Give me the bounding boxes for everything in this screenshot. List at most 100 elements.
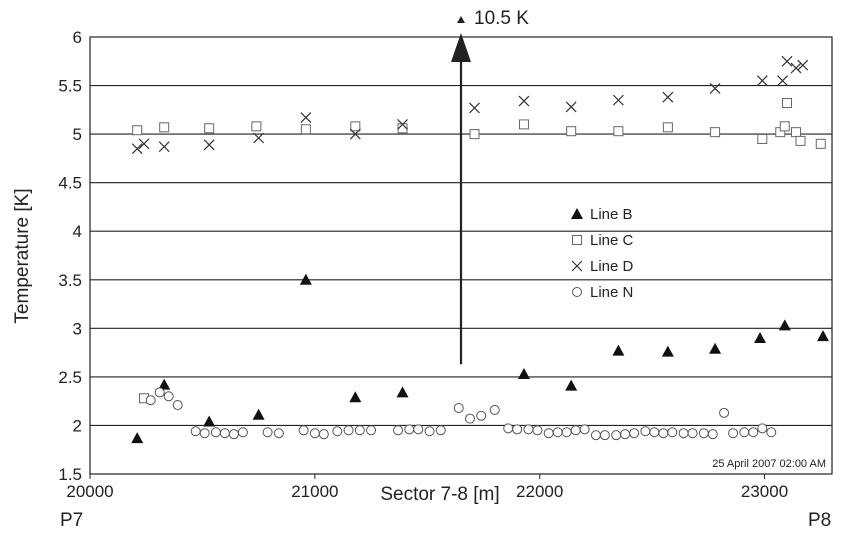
line-n-point [199, 428, 210, 439]
line-n-point [532, 425, 543, 436]
line-n-point [318, 429, 329, 440]
line-b-point [517, 367, 530, 379]
line-d-point [565, 101, 577, 113]
line-c-point [204, 123, 215, 134]
line-n-point [219, 428, 230, 439]
line-n-point [757, 423, 768, 434]
line-b-point [754, 332, 767, 344]
line-d-point [138, 138, 150, 150]
line-n-point [354, 425, 365, 436]
line-d-point [158, 141, 170, 153]
line-n-point [453, 402, 464, 413]
line-b-point [612, 344, 625, 356]
line-d-point [253, 132, 265, 144]
legend-marker-line-b [571, 208, 583, 219]
line-n-point [413, 424, 424, 435]
data-marks [131, 55, 830, 444]
y-axis-label: Temperature [K] [12, 188, 33, 323]
legend-label-line-b: Line B [590, 206, 633, 223]
line-b-point [203, 415, 216, 427]
line-n-point [464, 413, 475, 424]
x-axis-ticks: 20000 21000 22000 23000 [66, 474, 788, 501]
annotation-marker [457, 16, 465, 23]
line-n-point [476, 410, 487, 421]
right-endpoint-label: P8 [808, 510, 831, 531]
line-c-point [518, 119, 529, 130]
line-n-point [393, 425, 404, 436]
line-c-point [815, 138, 826, 149]
line-d-point [756, 75, 768, 87]
line-b-point [131, 432, 144, 444]
line-d-point [612, 94, 624, 106]
line-d-point [777, 75, 788, 87]
line-b-point [252, 408, 265, 420]
y-axis-ticks: 1.5 2 2.5 3 3.5 4 4.5 5 5.5 6 [58, 28, 82, 484]
line-n-point [523, 424, 534, 435]
line-n-point [719, 407, 730, 418]
line-n-point [707, 429, 718, 440]
line-c-point [251, 121, 262, 132]
line-n-point [748, 427, 759, 438]
x-tick-label: 23000 [741, 482, 788, 501]
line-d-point [300, 112, 312, 124]
line-c-point [300, 124, 311, 135]
line-n-point [579, 424, 590, 435]
annotation-arrow: 10.5 K [451, 8, 529, 365]
line-d-point [203, 139, 215, 151]
line-c-point [350, 121, 361, 132]
line-n-point [658, 428, 669, 439]
line-n-point [424, 426, 435, 437]
line-b-point [709, 342, 722, 354]
line-n-point [163, 391, 174, 402]
line-d-point [781, 55, 793, 67]
line-n-point [262, 427, 273, 438]
line-d-point [349, 128, 361, 140]
line-n-point [190, 426, 201, 437]
line-n-point [343, 425, 354, 436]
line-n-point [543, 428, 554, 439]
line-n-point [620, 429, 631, 440]
line-b-point [158, 378, 171, 390]
line-n-point [366, 425, 377, 436]
line-n-point [145, 395, 156, 406]
legend-marker-line-d [571, 260, 583, 272]
arrow-head [451, 33, 471, 62]
legend-marker-line-c [572, 235, 582, 245]
line-n-point [698, 428, 709, 439]
line-c-point [779, 121, 790, 132]
y-tick-label: 2.5 [58, 368, 82, 387]
line-c-point [710, 127, 721, 138]
y-tick-label: 6 [73, 28, 82, 47]
line-b-point [661, 345, 674, 357]
legend-label-line-d: Line D [590, 258, 634, 275]
legend-marker-line-n [572, 287, 582, 297]
line-n-point [237, 427, 248, 438]
line-n-point [332, 426, 343, 437]
line-b-point [396, 386, 409, 398]
line-n-point [552, 427, 563, 438]
line-n-point [590, 430, 601, 441]
line-n-point [298, 425, 309, 436]
timestamp: 25 April 2007 02:00 AM [712, 458, 826, 470]
x-axis-label: Sector 7-8 [m] [380, 484, 499, 505]
line-d-point [131, 143, 143, 155]
line-n-point [489, 404, 500, 415]
line-n-point [739, 427, 750, 438]
line-n-point [766, 427, 777, 438]
line-d-point [662, 91, 674, 103]
legend-label-line-n: Line N [590, 284, 633, 301]
line-n-point [228, 429, 239, 440]
left-endpoint-label: P7 [60, 510, 83, 531]
line-n-point [649, 427, 660, 438]
line-c-point [469, 129, 480, 140]
line-c-point [795, 135, 806, 146]
line-c-point [566, 126, 577, 137]
line-n-point [687, 428, 698, 439]
x-tick-label: 21000 [291, 482, 338, 501]
line-n-point [435, 425, 446, 436]
y-tick-label: 5 [73, 125, 82, 144]
y-tick-label: 4.5 [58, 174, 82, 193]
line-d-point [790, 62, 802, 74]
line-b-point [817, 330, 830, 342]
